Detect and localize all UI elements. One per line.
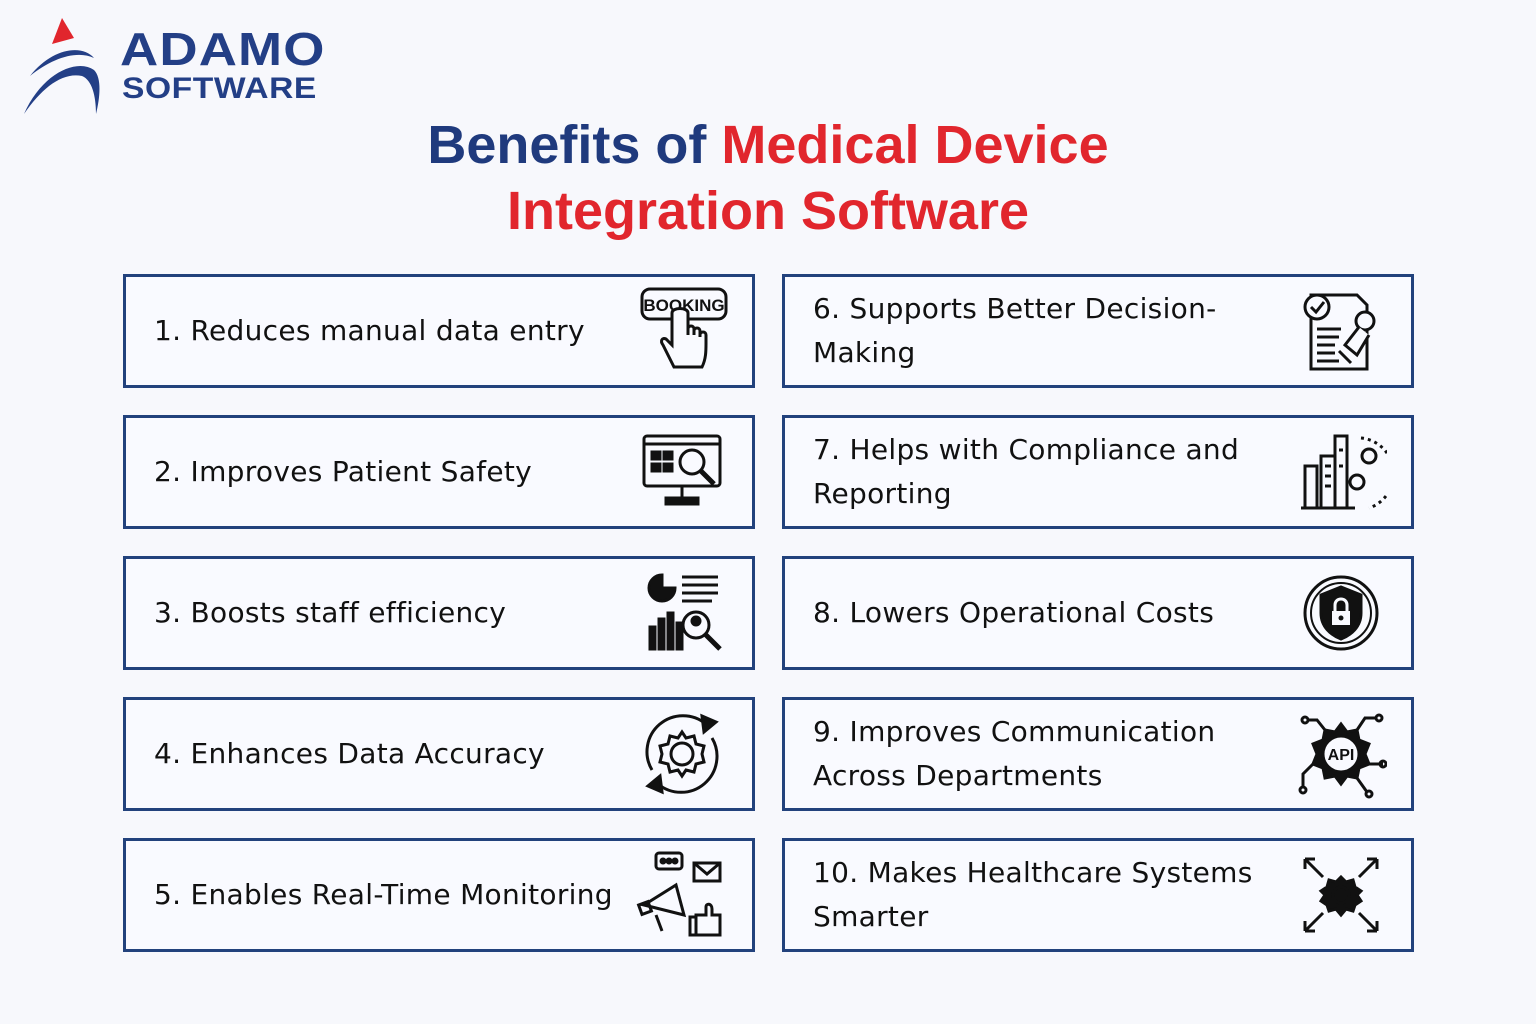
benefit-label: 4. Enhances Data Accuracy xyxy=(154,737,545,770)
benefit-card-6: 6. Supports Better Decision-Making xyxy=(782,274,1414,388)
monitor-search-icon xyxy=(642,434,722,506)
analytics-search-icon xyxy=(647,573,722,651)
benefit-card-8: 8. Lowers Operational Costs xyxy=(782,556,1414,670)
benefit-card-7: 7. Helps with Compliance and Reporting xyxy=(782,415,1414,529)
gear-expand-icon xyxy=(1303,857,1379,933)
benefit-label: 1. Reduces manual data entry xyxy=(154,314,585,347)
megaphone-feedback-icon xyxy=(636,851,722,937)
benefit-label: 8. Lowers Operational Costs xyxy=(813,596,1215,629)
logo-text-adamo: ADAMO xyxy=(120,23,326,75)
logo-text-software: SOFTWARE xyxy=(122,72,317,105)
title-part2: Medical Device xyxy=(721,115,1109,175)
benefit-card-4: 4. Enhances Data Accuracy xyxy=(123,697,755,811)
benefit-card-1: 1. Reduces manual data entry BOOKING xyxy=(123,274,755,388)
shield-lock-icon xyxy=(1303,575,1379,651)
page-title-line1: Benefits of Medical Device xyxy=(0,112,1536,178)
benefit-card-9: 9. Improves Communication Across Departm… xyxy=(782,697,1414,811)
benefit-card-2: 2. Improves Patient Safety xyxy=(123,415,755,529)
svg-text:BOOKING: BOOKING xyxy=(643,296,724,315)
page-title-line2: Integration Software xyxy=(506,181,1030,241)
api-gear-icon: API xyxy=(1298,713,1387,799)
benefit-label: 5. Enables Real-Time Monitoring xyxy=(154,878,613,911)
benefit-label: 3. Boosts staff efficiency xyxy=(154,596,507,629)
benefit-label: 9. Improves Communication Across Departm… xyxy=(813,715,1216,792)
benefit-label: 2. Improves Patient Safety xyxy=(154,455,532,488)
building-gears-icon xyxy=(1301,434,1387,510)
benefit-card-3: 3. Boosts staff efficiency xyxy=(123,556,755,670)
booking-hand-icon: BOOKING xyxy=(640,287,728,369)
document-approval-icon xyxy=(1303,293,1376,371)
svg-text:API: API xyxy=(1328,747,1355,764)
benefit-card-10: 10. Makes Healthcare Systems Smarter xyxy=(782,838,1414,952)
benefit-label: 10. Makes Healthcare Systems Smarter xyxy=(813,856,1253,933)
logo-mark-icon xyxy=(24,18,100,114)
gear-refresh-icon xyxy=(645,713,719,795)
benefit-card-5: 5. Enables Real-Time Monitoring xyxy=(123,838,755,952)
benefit-label: 7. Helps with Compliance and Reporting xyxy=(813,433,1240,510)
benefit-label: 6. Supports Better Decision-Making xyxy=(813,292,1217,369)
title-part1: Benefits of xyxy=(427,115,722,175)
